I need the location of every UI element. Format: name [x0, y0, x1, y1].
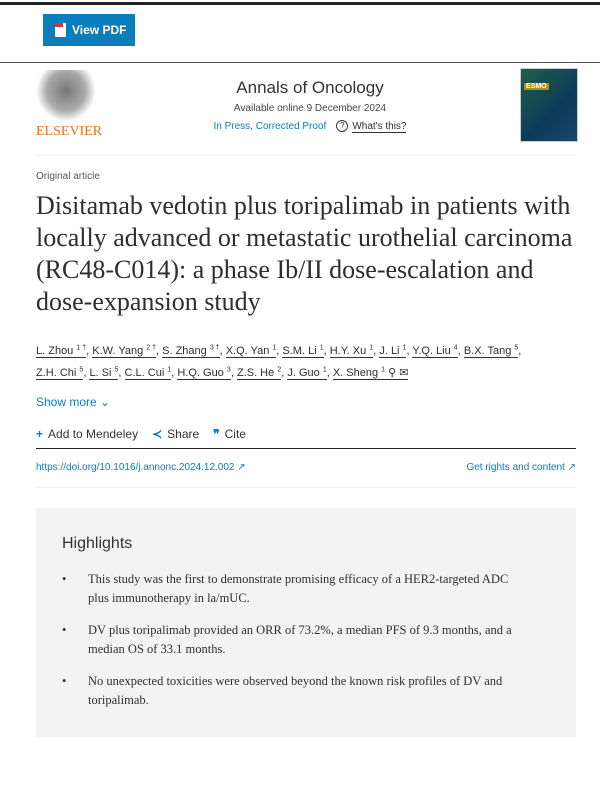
author-name: H.Q. Guo [177, 367, 224, 379]
author-link[interactable]: X.Q. Yan 1 [225, 344, 277, 358]
highlight-item: DV plus toripalimab provided an ORR of 7… [62, 621, 522, 659]
add-to-mendeley-button[interactable]: + Add to Mendeley [36, 426, 138, 442]
author-list: L. Zhou 1 †, K.W. Yang 2 †, S. Zhang 3 †… [36, 344, 522, 380]
author-link[interactable]: C.L. Cui 1 [124, 366, 172, 380]
author-link[interactable]: Z.S. He 2 [236, 366, 282, 380]
person-mail-icon: ⚲ ✉ [385, 367, 409, 379]
highlights-list: This study was the first to demonstrate … [62, 570, 550, 710]
author-link[interactable]: K.W. Yang 2 † [92, 344, 156, 358]
author-link[interactable]: J. Guo 1 [287, 366, 327, 380]
author-affiliation: 5 [114, 366, 119, 374]
mendeley-label: Add to Mendeley [48, 427, 139, 441]
elsevier-logo[interactable]: ELSEVIER [36, 70, 103, 142]
author-link[interactable]: Z.H. Chi 5 [36, 366, 84, 380]
whats-this-link[interactable]: ? What's this? [336, 120, 407, 134]
divider [0, 62, 600, 63]
author-name: S.M. Li [282, 345, 317, 357]
status-link[interactable]: In Press, Corrected Proof [213, 121, 327, 132]
author-link[interactable]: S.M. Li 1 [282, 344, 324, 358]
help-icon: ? [336, 120, 349, 133]
author-name: J. Li [379, 345, 400, 357]
author-name: C.L. Cui [124, 367, 165, 379]
author-link[interactable]: H.Q. Guo 3 [177, 366, 231, 380]
available-date: Available online 9 December 2024 [233, 103, 387, 114]
author-link[interactable]: Y.Q. Liu 4 [412, 344, 458, 358]
doi-link[interactable]: https://doi.org/10.1016/j.annonc.2024.12… [36, 462, 246, 473]
author-affiliation: 1 [167, 366, 172, 374]
author-name: X. Sheng [332, 367, 379, 379]
article-actions: + Add to Mendeley ≺ Share ❞ Cite [36, 426, 576, 449]
chevron-down-icon: ⌄ [100, 395, 111, 409]
cite-button[interactable]: ❞ Cite [213, 426, 246, 442]
author-affiliation: 4 [453, 344, 458, 352]
share-icon: ≺ [152, 427, 163, 441]
journal-title[interactable]: Annals of Oncology [236, 78, 384, 97]
journal-cover[interactable]: ESMO [520, 68, 578, 142]
cite-label: Cite [224, 427, 246, 441]
highlight-item: This study was the first to demonstrate … [62, 570, 522, 608]
author-name: X.Q. Yan [225, 345, 270, 357]
author-affiliation: 1 [319, 344, 324, 352]
author-link[interactable]: L. Zhou 1 † [36, 344, 87, 358]
author-name: Z.S. He [236, 367, 275, 379]
author-affiliation: 1 † [76, 344, 87, 352]
author-name: K.W. Yang [92, 345, 144, 357]
author-name: Y.Q. Liu [412, 345, 451, 357]
author-affiliation: 1 [272, 344, 277, 352]
quote-icon: ❞ [213, 427, 220, 441]
author-affiliation: 1 [322, 366, 327, 374]
view-pdf-button[interactable]: View PDF [43, 14, 135, 46]
author-affiliation: 1 [381, 366, 386, 374]
article-links: https://doi.org/10.1016/j.annonc.2024.12… [36, 461, 576, 488]
author-link[interactable]: H.Y. Xu 1 [329, 344, 374, 358]
author-link[interactable]: L. Si 5 [89, 366, 119, 380]
author-affiliation: 5 [514, 344, 519, 352]
author-affiliation: 1 [402, 344, 407, 352]
highlight-item: No unexpected toxicities were observed b… [62, 672, 522, 710]
author-link[interactable]: S. Zhang 3 † [162, 344, 220, 358]
author-affiliation: 3 [226, 366, 231, 374]
top-border [0, 2, 600, 5]
author-affiliation: 5 [79, 366, 84, 374]
article-status: In Press, Corrected Proof? What's this? [160, 120, 460, 134]
pdf-icon [55, 23, 66, 37]
author-affiliation: 1 [369, 344, 374, 352]
author-name: S. Zhang [162, 345, 207, 357]
author-link[interactable]: B.X. Tang 5 [463, 344, 519, 358]
author-name: L. Zhou [36, 345, 74, 357]
show-more-button[interactable]: Show more ⌄ [36, 394, 576, 410]
divider [36, 155, 576, 156]
author-affiliation: 2 [277, 366, 282, 374]
author-name: H.Y. Xu [329, 345, 367, 357]
show-more-label: Show more [36, 395, 97, 409]
author-affiliation: 2 † [146, 344, 156, 352]
author-name: J. Guo [287, 367, 320, 379]
article-content: Original article Disitamab vedotin plus … [36, 0, 576, 737]
author-link[interactable]: J. Li 1 [379, 344, 407, 358]
plus-icon: + [36, 427, 44, 441]
article-title: Disitamab vedotin plus toripalimab in pa… [36, 191, 573, 316]
whats-this-label: What's this? [352, 121, 407, 133]
tree-icon [36, 70, 96, 122]
cover-logo: ESMO [524, 83, 549, 90]
publisher-name: ELSEVIER [36, 124, 103, 139]
view-pdf-label: View PDF [72, 23, 127, 37]
author-link[interactable]: X. Sheng 1 ⚲ ✉ [332, 366, 409, 380]
highlights-box: Highlights This study was the first to d… [36, 508, 576, 737]
author-name: L. Si [89, 367, 112, 379]
author-name: B.X. Tang [463, 345, 512, 357]
author-affiliation: 3 † [209, 344, 220, 352]
share-button[interactable]: ≺ Share [152, 426, 199, 442]
article-type: Original article [36, 171, 100, 182]
share-label: Share [167, 427, 200, 441]
rights-link[interactable]: Get rights and content ↗ [466, 462, 576, 473]
author-name: Z.H. Chi [36, 367, 77, 379]
highlights-heading: Highlights [62, 535, 133, 552]
